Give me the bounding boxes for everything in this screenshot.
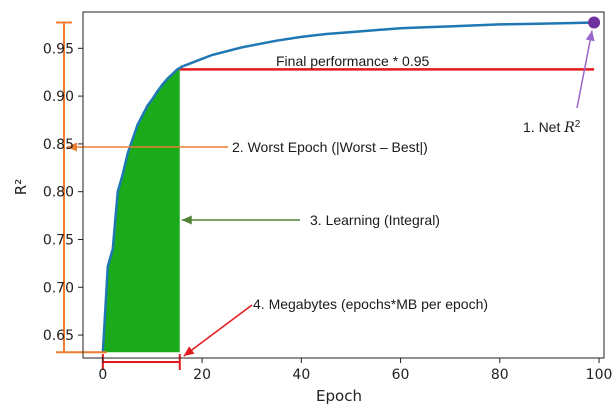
- y-tick-label: 0.70: [43, 280, 74, 296]
- axes-frame: [82, 11, 605, 359]
- plot-area: [56, 16, 601, 370]
- y-tick-label: 0.65: [43, 328, 74, 344]
- integral-fill: [102, 67, 180, 353]
- x-axis-label: Epoch: [316, 387, 362, 405]
- y-tick-label: 0.75: [43, 232, 74, 248]
- learning-arrow: [181, 215, 300, 225]
- worst-epoch-arrow: [67, 142, 228, 152]
- megabytes-arrow: [183, 304, 253, 357]
- x-tick-label: 100: [586, 367, 613, 383]
- y-tick-label: 0.90: [43, 89, 74, 105]
- x-tick-label: 0: [98, 367, 107, 383]
- y-tick-label: 0.80: [43, 185, 74, 201]
- annotation-arrows: [67, 30, 595, 357]
- net-r2-point: [588, 16, 601, 29]
- worst-best-range-bar: [56, 21, 107, 354]
- series-line: [101, 21, 595, 353]
- x-axis-ticks: 0 20 40 60 80 100: [98, 358, 612, 383]
- annotation-net-r2: 1. Net R2: [523, 119, 581, 137]
- annotation-megabytes: 4. Megabytes (epochs*MB per epoch): [253, 296, 488, 312]
- y-axis-label: R²: [12, 179, 30, 195]
- x-tick-label: 40: [292, 367, 310, 383]
- x-tick-label: 20: [193, 367, 211, 383]
- annotation-worst-epoch: 2. Worst Epoch (|Worst – Best|): [232, 139, 428, 155]
- y-tick-label: 0.95: [43, 41, 74, 57]
- x-tick-label: 60: [392, 367, 410, 383]
- y-axis-ticks: 0.65 0.70 0.75 0.80 0.85 0.90 0.95: [43, 41, 83, 344]
- x-tick-label: 80: [491, 367, 509, 383]
- annotation-learning: 3. Learning (Integral): [310, 212, 440, 228]
- y-tick-label: 0.85: [43, 137, 74, 153]
- final-performance-label: Final performance * 0.95: [276, 53, 430, 69]
- net-r2-arrow: [576, 30, 595, 109]
- epoch-range-bar: [101, 354, 181, 370]
